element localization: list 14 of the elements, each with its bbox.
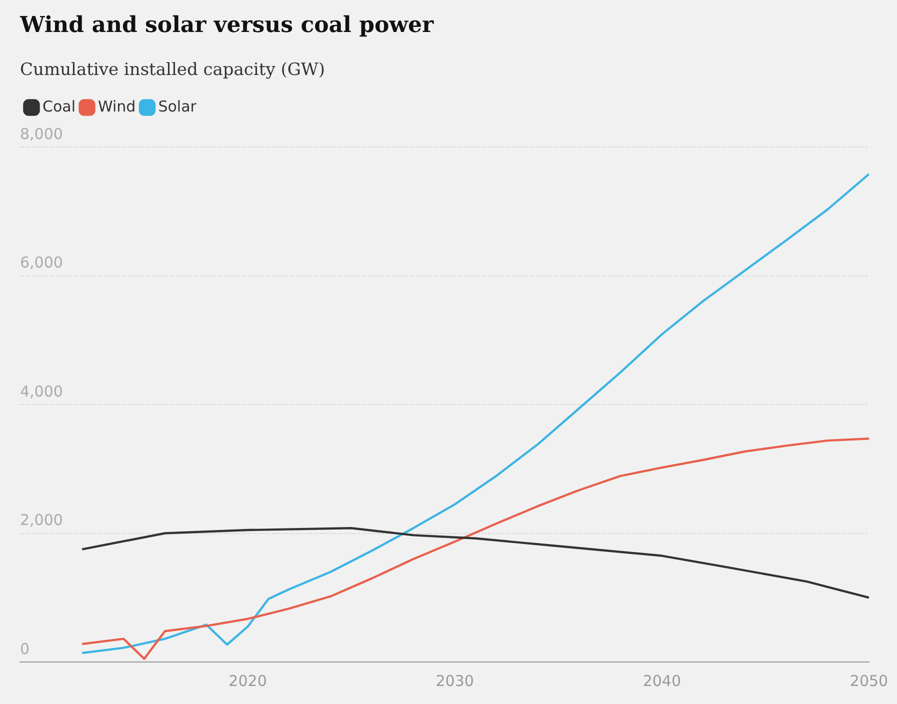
x-tick-label: 2040 [642,672,682,690]
chart-subtitle: Cumulative installed capacity (GW) [20,60,326,80]
legend-label: Coal [42,97,76,116]
legend-label: Wind [98,97,136,116]
y-tick-label: 0 [20,640,30,658]
x-tick-label: 2030 [436,672,474,690]
y-tick-label: 4,000 [20,382,63,400]
y-tick-label: 8,000 [20,124,63,143]
legend-label: Solar [158,97,198,116]
chart-title: Wind and solar versus coal power [20,12,434,38]
y-tick-label: 2,000 [20,511,63,530]
x-tick-label: 2020 [228,672,267,690]
y-tick-label: 6,000 [20,254,63,272]
x-tick-label: 2050 [850,672,888,690]
